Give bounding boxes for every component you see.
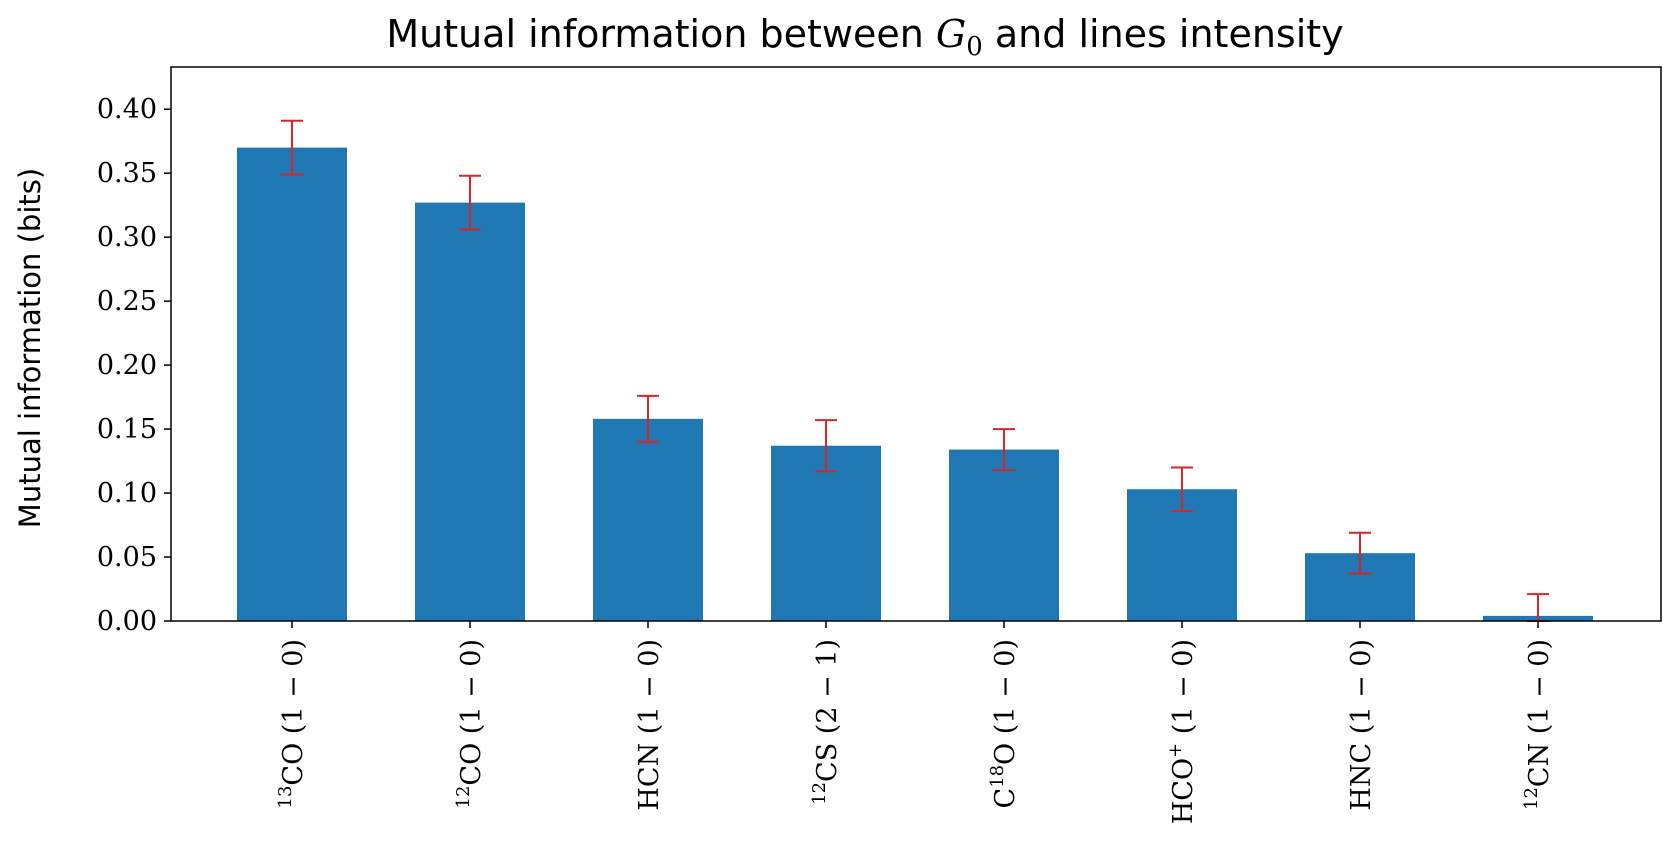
bar (237, 147, 347, 621)
x-tick-label: 12CN (1 − 0) (1521, 639, 1555, 810)
bar (771, 445, 881, 621)
chart-title-symbol: G (936, 12, 966, 56)
y-tick-label: 0.15 (97, 414, 157, 445)
error-bar (637, 394, 659, 443)
x-tick-label: HCN (1 − 0) (634, 639, 665, 811)
chart-title-prefix: Mutual information between (386, 12, 936, 56)
y-tick-label: 0.05 (97, 542, 157, 573)
y-tick-label: 0.40 (97, 94, 157, 125)
chart-title-suffix: and lines intensity (983, 12, 1344, 56)
bar (593, 418, 703, 621)
bar (949, 449, 1059, 621)
y-axis-ticks: 0.00 0.05 0.10 0.15 0.20 0.25 0.30 0.35 0.40 (97, 94, 171, 637)
x-tick-label: 13CO (1 − 0) (275, 639, 309, 809)
x-tick-label: HNC (1 − 0) (1346, 639, 1377, 811)
x-tick-label: HCO+ (1 − 0) (1165, 639, 1199, 824)
error-bars-group (281, 119, 1549, 622)
x-tick-label: C18O (1 − 0) (987, 639, 1021, 809)
y-tick-label: 0.30 (97, 222, 157, 253)
y-tick-label: 0.10 (97, 478, 157, 509)
x-tick-label: 12CO (1 − 0) (453, 639, 487, 809)
chart-title: Mutual information between G0 and lines … (386, 12, 1343, 62)
chart-title-subscript: 0 (966, 32, 983, 62)
error-bar (815, 419, 837, 473)
y-axis-label: Mutual information (bits) (13, 168, 47, 528)
bar (415, 202, 525, 621)
x-axis-ticks: 13CO (1 − 0) 12CO (1 − 0) HCN (1 − 0) 12CS … (275, 621, 1555, 824)
error-bar (459, 174, 481, 231)
x-tick-label: 12CS (2 − 1) (809, 639, 843, 805)
error-bar (993, 428, 1015, 472)
error-bar (1171, 466, 1193, 512)
error-bar (1349, 531, 1371, 575)
y-tick-label: 0.25 (97, 286, 157, 317)
y-tick-label: 0.20 (97, 350, 157, 381)
bars-group (237, 147, 1593, 621)
y-tick-label: 0.35 (97, 158, 157, 189)
plot-frame (170, 66, 1662, 622)
y-tick-label: 0.00 (97, 606, 157, 637)
error-bar (281, 119, 303, 176)
